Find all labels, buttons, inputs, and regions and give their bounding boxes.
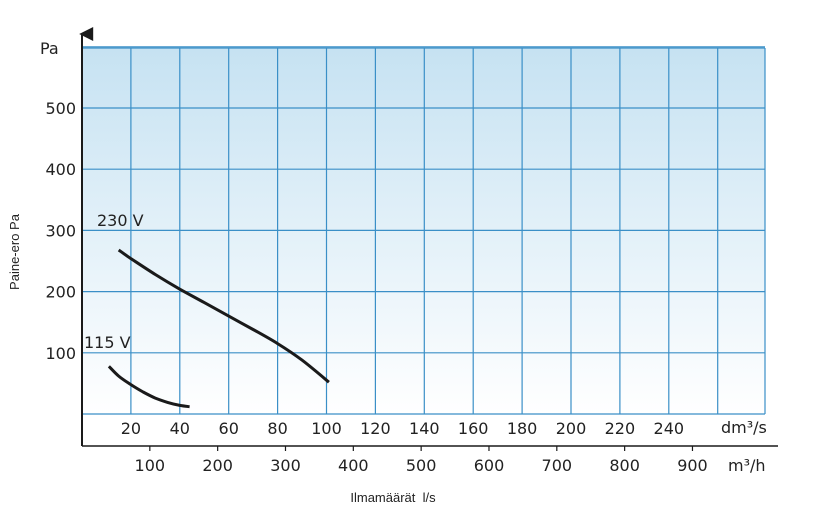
x-secondary-tick-marks bbox=[149, 446, 694, 451]
x-primary-tick-labels: 20 40 60 80 100 120 140 160 180 200 220 240 bbox=[121, 419, 684, 438]
x-primary-tick-label: 20 bbox=[121, 419, 141, 438]
x-secondary-tick-label: 500 bbox=[406, 456, 437, 475]
x-secondary-tick-label: 900 bbox=[677, 456, 708, 475]
x-primary-tick-label: 240 bbox=[654, 419, 685, 438]
y-tick-label: 300 bbox=[45, 221, 76, 240]
x-secondary-tick-label: 800 bbox=[609, 456, 640, 475]
x-primary-tick-label: 80 bbox=[267, 419, 287, 438]
grid bbox=[81, 46, 766, 415]
x-secondary-tick-label: 300 bbox=[270, 456, 301, 475]
x-primary-tick-label: 220 bbox=[605, 419, 636, 438]
x-secondary-tick-label: 200 bbox=[202, 456, 233, 475]
x-primary-tick-label: 180 bbox=[507, 419, 538, 438]
series-line-230v bbox=[117, 248, 330, 384]
x-secondary-tick-labels: 100 200 300 400 500 600 700 800 900 bbox=[135, 456, 708, 475]
series-line-115v bbox=[107, 365, 190, 409]
x-primary-tick-label: 60 bbox=[219, 419, 239, 438]
x-primary-tick-label: 120 bbox=[360, 419, 391, 438]
x-secondary-tick-label: 700 bbox=[542, 456, 573, 475]
x-primary-unit-label: dm³/s bbox=[721, 418, 767, 437]
y-tick-label: 100 bbox=[45, 344, 76, 363]
x-primary-tick-label: 40 bbox=[170, 419, 190, 438]
y-tick-label: 500 bbox=[45, 99, 76, 118]
x-axis-label: Ilmamäärät l/s bbox=[350, 490, 436, 505]
x-secondary-tick-label: 100 bbox=[135, 456, 166, 475]
y-tick-label: 400 bbox=[45, 160, 76, 179]
y-tick-labels: 100 200 300 400 500 bbox=[45, 99, 76, 363]
y-axis-unit-label: Pa bbox=[40, 39, 59, 58]
x-secondary-tick-label: 400 bbox=[338, 456, 369, 475]
plot-area bbox=[82, 48, 765, 414]
x-primary-tick-label: 140 bbox=[409, 419, 440, 438]
x-secondary-unit-label: m³/h bbox=[728, 456, 766, 475]
y-axis-side-label: Paine-ero Pa bbox=[7, 213, 22, 290]
x-primary-tick-label: 200 bbox=[556, 419, 587, 438]
series-label-230v: 230 V bbox=[97, 211, 144, 230]
x-primary-tick-label: 160 bbox=[458, 419, 489, 438]
series-label-115v: 115 V bbox=[84, 333, 131, 352]
x-primary-tick-label: 100 bbox=[311, 419, 342, 438]
x-secondary-tick-label: 600 bbox=[474, 456, 505, 475]
series-layer bbox=[107, 248, 330, 409]
y-tick-label: 200 bbox=[45, 283, 76, 302]
